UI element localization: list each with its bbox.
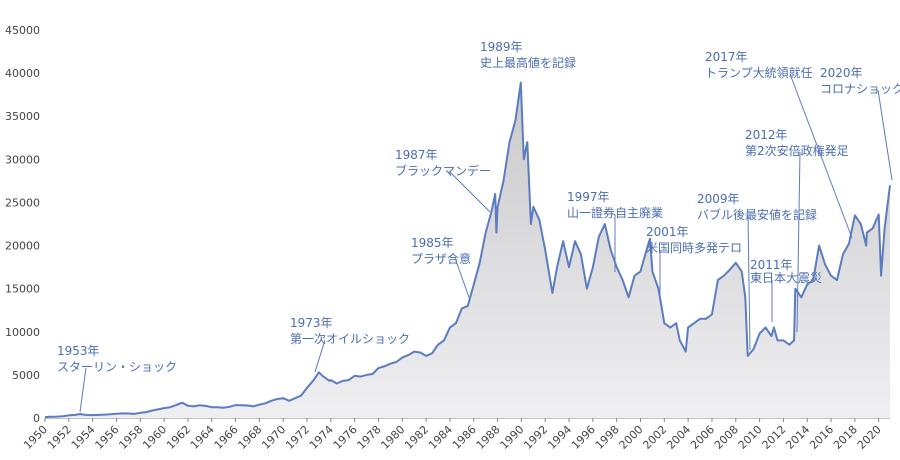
x-tick-label: 2020 <box>855 423 884 452</box>
annotation-leader <box>796 151 801 333</box>
x-tick-label: 1972 <box>283 423 312 452</box>
annotation-year: 1953年 <box>57 344 100 358</box>
annotation-leader <box>747 215 751 351</box>
x-tick-label: 2008 <box>712 423 741 452</box>
x-tick-label: 2012 <box>760 423 789 452</box>
x-tick-label: 2002 <box>640 423 669 452</box>
x-tick-label: 1994 <box>545 423 574 452</box>
x-tick-label: 1988 <box>474 423 503 452</box>
annotation-text: 東日本大震災 <box>750 271 822 285</box>
annotation-text: トランプ大統領就任 <box>705 65 813 80</box>
x-tick-label: 1966 <box>212 423 241 452</box>
annotation-leader <box>877 89 893 181</box>
annotation-year: 2017年 <box>705 50 748 64</box>
x-tick-label: 1992 <box>521 423 550 452</box>
x-tick-label: 2014 <box>783 423 812 452</box>
annotation-text: 山一證券自主廃業 <box>567 205 663 220</box>
annotation-text: 第2次安倍政権発足 <box>745 143 849 158</box>
x-tick-label: 1996 <box>569 423 598 452</box>
annotation-text: スターリン・ショック <box>57 360 177 374</box>
y-tick-label: 10000 <box>5 326 40 339</box>
annotation-text: 第一次オイルショック <box>290 332 410 346</box>
line <box>44 81 891 419</box>
y-tick-label: 40000 <box>5 67 40 80</box>
annotation-year: 1973年 <box>290 316 333 330</box>
annotation-text: バブル後最安値を記録 <box>697 207 817 222</box>
y-tick-label: 35000 <box>5 110 40 123</box>
y-tick-label: 0 <box>33 412 40 425</box>
x-tick-label: 1952 <box>45 423 74 452</box>
annotation-year: 1989年 <box>480 40 523 54</box>
annotation-year: 2001年 <box>646 225 689 239</box>
x-tick-label: 1978 <box>355 423 384 452</box>
x-tick-label: 2006 <box>688 423 717 452</box>
x-tick-label: 1964 <box>188 423 217 452</box>
y-tick-label: 45000 <box>5 24 40 37</box>
x-tick-label: 1958 <box>116 423 145 452</box>
x-tick-label: 1998 <box>593 423 622 452</box>
x-tick-label: 2000 <box>617 423 646 452</box>
annotation-leader <box>449 171 491 213</box>
x-tick-label: 2016 <box>807 423 836 452</box>
annotation-text: コロナショック <box>820 82 900 96</box>
y-tick-label: 30000 <box>5 153 40 166</box>
x-tick-label: 2010 <box>736 423 765 452</box>
x-tick-label: 1974 <box>307 423 336 452</box>
y-tick-label: 15000 <box>5 283 40 296</box>
annotation-year: 1985年 <box>411 236 454 250</box>
annotation-year: 2011年 <box>750 258 793 272</box>
annotation-text: ブラックマンデー <box>395 163 491 178</box>
x-tick-label: 1982 <box>402 423 431 452</box>
x-tick-label: 1990 <box>498 423 527 452</box>
annotation-leader <box>789 73 853 239</box>
annotation-year: 2012年 <box>745 128 788 142</box>
y-tick-label: 20000 <box>5 240 40 253</box>
annotation-leader <box>79 367 87 413</box>
annotation-text: 米国同時多発テロ <box>646 241 742 255</box>
x-tick-label: 1968 <box>236 423 265 452</box>
x-tick-label: 1984 <box>426 423 455 452</box>
x-tick-label: 1954 <box>69 423 98 452</box>
annotation-year: 1997年 <box>567 190 610 204</box>
x-tick-label: 2018 <box>831 423 860 452</box>
x-tick-label: 1960 <box>140 423 169 452</box>
annotation-leader <box>454 257 471 301</box>
annotation-leader <box>314 339 326 373</box>
x-tick-label: 2004 <box>664 423 693 452</box>
x-tick-label: 1950 <box>21 423 50 452</box>
y-tick-label: 5000 <box>12 369 40 382</box>
y-tick-label: 25000 <box>5 196 40 209</box>
x-tick-label: 1962 <box>164 423 193 452</box>
annotation-year: 2020年 <box>820 66 863 80</box>
annotation-text: 史上最高値を記録 <box>480 55 576 70</box>
x-tick-label: 1986 <box>450 423 479 452</box>
x-tick-label: 1976 <box>331 423 360 452</box>
x-tick-label: 1956 <box>93 423 122 452</box>
annotation-text: プラザ合意 <box>411 251 471 266</box>
x-tick-label: 1970 <box>259 423 288 452</box>
annotation-year: 1987年 <box>395 148 438 162</box>
annotation-year: 2009年 <box>697 192 740 206</box>
x-tick-label: 1980 <box>378 423 407 452</box>
area <box>45 82 890 418</box>
